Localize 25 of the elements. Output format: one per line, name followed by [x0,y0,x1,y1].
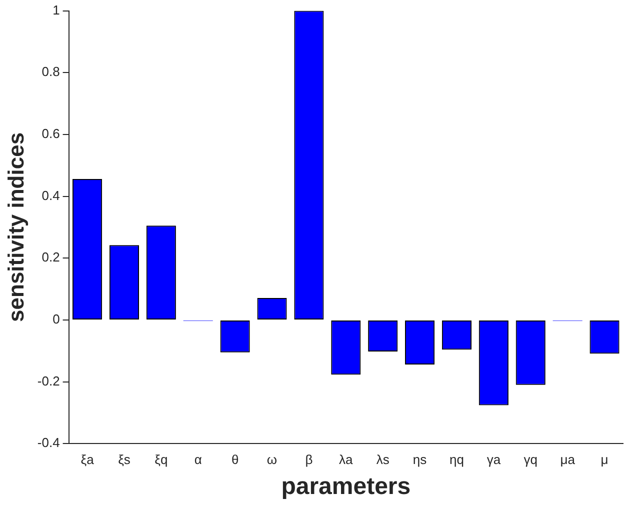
x-axis-title: parameters [281,473,411,500]
x-tick-label: μ [600,452,608,467]
x-tick-label: ηq [450,452,464,467]
y-tick-label: 1 [52,2,60,18]
x-tick-label: ξq [154,452,168,467]
x-tick-label: λs [376,452,390,467]
x-tick-label: γq [524,452,538,467]
y-tick-label: -0.4 [37,435,60,450]
x-tick-label: ω [266,452,278,467]
y-tick-label: 0.4 [42,188,60,203]
x-tick-label: γa [486,452,502,467]
x-tick-label: ξs [118,452,131,467]
y-tick-label: -0.2 [37,373,60,388]
y-tick-label: 0.6 [42,126,60,142]
y-tick-label: 0.2 [42,250,60,265]
y-tick-label: 0 [52,312,60,327]
x-tick-label: λa [339,452,354,467]
x-tick-label: ηs [412,452,428,467]
x-tick-label: ξa [80,452,95,467]
y-tick-label: 0.8 [42,64,60,80]
x-tick-label: α [194,452,202,467]
x-tick-label: θ [231,452,239,467]
x-tick-label: μa [560,452,576,467]
x-tick-label: β [305,452,313,467]
y-axis-title: sensitivity indices [3,132,28,322]
